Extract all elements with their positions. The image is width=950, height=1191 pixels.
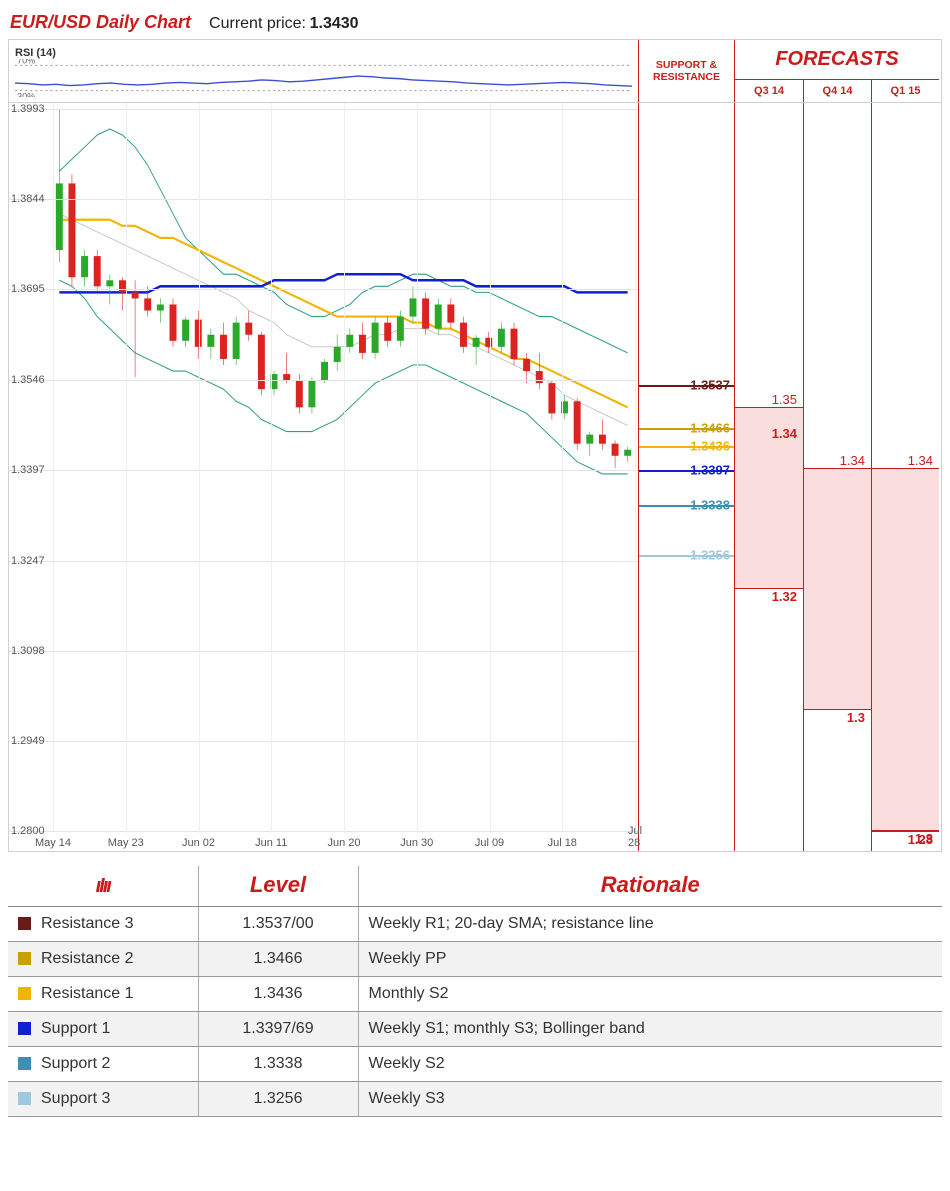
level-rationale: Weekly S1; monthly S3; Bollinger band <box>358 1012 942 1047</box>
forecast-period: Q3 14 <box>735 80 803 102</box>
x-axis-tick: Jun 30 <box>400 837 433 849</box>
y-axis-tick: 1.3546 <box>11 374 45 386</box>
main-grid: 1.3993 1.3844 1.3695 1.3546 1.3397 1.3247 1.30… <box>8 102 942 852</box>
y-axis-tick: 1.3695 <box>11 283 45 295</box>
level-name: Resistance 2 <box>41 950 134 967</box>
level-value: 1.3466 <box>198 942 358 977</box>
current-price-value: 1.3430 <box>310 15 359 32</box>
sr-level-label: 1.3537 <box>690 377 730 392</box>
x-axis-tick: Jun 20 <box>327 837 360 849</box>
level-value: 1.3436 <box>198 977 358 1012</box>
forecast-band-column: 1.341.31.28 <box>871 103 939 851</box>
x-axis-tick: Jun 02 <box>182 837 215 849</box>
chart-header: EUR/USD Daily Chart Current price: 1.343… <box>8 8 942 39</box>
y-axis-tick: 1.3844 <box>11 193 45 205</box>
level-rationale: Weekly R1; 20-day SMA; resistance line <box>358 907 942 942</box>
current-price-label: Current price: <box>209 15 306 32</box>
forecast-low: 1.32 <box>772 589 797 604</box>
level-rationale: Weekly S3 <box>358 1082 942 1117</box>
y-axis-tick: 1.2800 <box>11 825 45 837</box>
sr-level-label: 1.3466 <box>690 420 730 435</box>
x-axis-tick: May 23 <box>108 837 144 849</box>
sr-level-label: 1.3256 <box>690 548 730 563</box>
table-row: Support 1 1.3397/69Weekly S1; monthly S3;… <box>8 1012 942 1047</box>
level-name: Support 3 <box>41 1090 110 1107</box>
level-swatch <box>18 917 31 930</box>
svg-text:30%: 30% <box>17 92 35 97</box>
price-chart: 1.3993 1.3844 1.3695 1.3546 1.3397 1.3247 1.30… <box>9 103 639 851</box>
level-swatch <box>18 1022 31 1035</box>
forecast-mid: 1.34 <box>772 426 797 441</box>
level-name: Resistance 1 <box>41 985 134 1002</box>
forecast-period: Q1 15 <box>871 80 939 102</box>
forecast-high: 1.35 <box>772 392 797 407</box>
level-name: Support 2 <box>41 1055 110 1072</box>
y-axis-tick: 1.2949 <box>11 735 45 747</box>
level-swatch <box>18 1057 31 1070</box>
table-row: Support 2 1.3338Weekly S2 <box>8 1047 942 1082</box>
support-resistance-column: 1.3537 1.3466 1.3436 1.3397 1.3338 1.3256 <box>639 103 735 851</box>
bars-icon: ıIıı <box>96 875 110 897</box>
level-rationale: Weekly PP <box>358 942 942 977</box>
x-axis-tick: Jul 18 <box>548 837 577 849</box>
x-axis-tick: May 14 <box>35 837 71 849</box>
forecast-high: 1.34 <box>840 453 865 468</box>
x-axis-tick: Jul 09 <box>475 837 504 849</box>
support-resistance-header: SUPPORT & RESISTANCE <box>639 40 735 102</box>
table-row: Resistance 1 1.3436Monthly S2 <box>8 977 942 1012</box>
forecasts-header: FORECASTS Q3 14Q4 14Q1 15 <box>735 40 939 102</box>
level-rationale: Monthly S2 <box>358 977 942 1012</box>
y-axis-tick: 1.3993 <box>11 103 45 115</box>
sr-level-label: 1.3436 <box>690 439 730 454</box>
level-value: 1.3256 <box>198 1082 358 1117</box>
forecast-column: 1.35 1.32 1.34 1.34 1.3 1.341.31.28 <box>735 103 939 851</box>
table-header-icon: ıIıı <box>8 866 198 907</box>
y-axis-tick: 1.3098 <box>11 645 45 657</box>
table-row: Resistance 3 1.3537/00Weekly R1; 20-day S… <box>8 907 942 942</box>
level-name: Support 1 <box>41 1020 110 1037</box>
level-value: 1.3397/69 <box>198 1012 358 1047</box>
sr-level-label: 1.3397 <box>690 462 730 477</box>
forecasts-title: FORECASTS <box>735 40 939 80</box>
level-swatch <box>18 952 31 965</box>
rsi-chart: 70% 30% <box>15 59 632 97</box>
rsi-panel: RSI (14) 70% 30% <box>9 40 639 102</box>
forecast-extra-low: 1.28 <box>908 832 933 847</box>
forecast-band-column: 1.35 1.32 1.34 <box>735 103 803 851</box>
top-strip: RSI (14) 70% 30% SUPPORT & RESISTANCE FOR… <box>8 39 942 102</box>
forecast-period: Q4 14 <box>803 80 871 102</box>
x-axis-tick: Jun 11 <box>255 837 287 849</box>
level-name: Resistance 3 <box>41 915 134 932</box>
table-header-level: Level <box>198 866 358 907</box>
sr-level-label: 1.3338 <box>690 498 730 513</box>
forecast-high: 1.34 <box>908 453 933 468</box>
y-axis-tick: 1.3397 <box>11 464 45 476</box>
chart-title: EUR/USD Daily Chart <box>10 12 191 33</box>
support-resistance-table: ıIıı Level Rationale Resistance 3 1.3537/… <box>8 866 942 1117</box>
table-header-rationale: Rationale <box>358 866 942 907</box>
rsi-label: RSI (14) <box>15 47 56 59</box>
level-value: 1.3338 <box>198 1047 358 1082</box>
level-value: 1.3537/00 <box>198 907 358 942</box>
level-swatch <box>18 987 31 1000</box>
table-row: Resistance 2 1.3466Weekly PP <box>8 942 942 977</box>
level-rationale: Weekly S2 <box>358 1047 942 1082</box>
svg-text:70%: 70% <box>17 59 35 65</box>
forecast-periods: Q3 14Q4 14Q1 15 <box>735 80 939 102</box>
level-swatch <box>18 1092 31 1105</box>
table-row: Support 3 1.3256Weekly S3 <box>8 1082 942 1117</box>
forecast-low: 1.3 <box>847 710 865 725</box>
forecast-band-column: 1.34 1.3 <box>803 103 871 851</box>
y-axis-tick: 1.3247 <box>11 555 45 567</box>
